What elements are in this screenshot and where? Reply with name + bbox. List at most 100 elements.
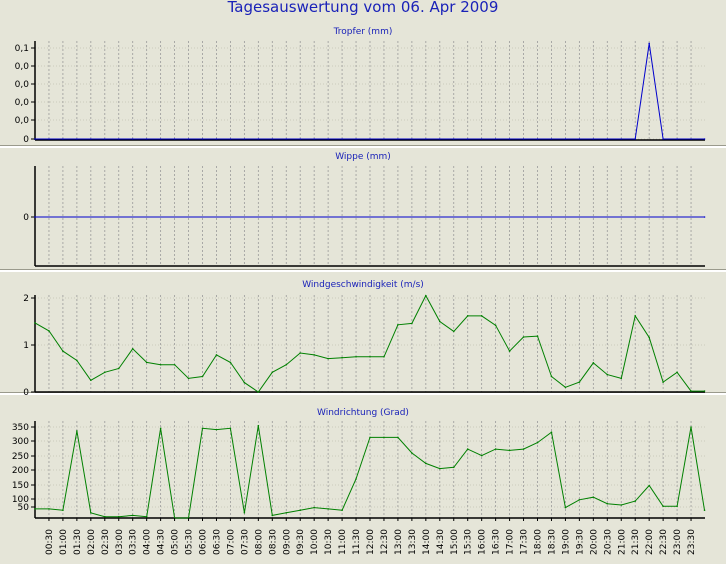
x-tick-label: 11:00 — [338, 529, 348, 555]
data-point — [466, 315, 469, 317]
data-point — [452, 138, 455, 140]
x-tick-label: 06:00 — [199, 529, 209, 555]
data-point — [48, 138, 50, 140]
data-point — [327, 508, 329, 510]
data-point — [285, 363, 288, 366]
data-point — [550, 375, 553, 378]
data-point — [299, 509, 302, 512]
data-point — [606, 373, 609, 376]
data-point — [369, 436, 371, 439]
x-tick-label: 16:30 — [492, 529, 502, 555]
data-point — [215, 138, 218, 140]
data-point — [703, 216, 706, 218]
data-point — [494, 448, 497, 450]
data-point — [76, 138, 78, 140]
chart-panel-3: Windgeschwindigkeit (m/s) 2 1 0 — [23, 280, 706, 398]
y-tick-label: 0,1 — [15, 44, 29, 54]
chart-title: Windrichtung (Grad) — [317, 408, 409, 418]
data-point — [592, 496, 595, 499]
data-point — [397, 436, 399, 439]
chart-title: Tropfer (mm) — [333, 27, 393, 37]
x-tick-label: 12:00 — [366, 529, 376, 555]
x-tick-label: 13:30 — [408, 529, 418, 555]
data-point — [243, 512, 246, 514]
x-tick-label: 18:30 — [547, 529, 557, 555]
data-point — [397, 138, 399, 140]
data-point — [634, 138, 637, 140]
y-tick-label: 250 — [12, 452, 29, 462]
x-tick-label: 02:30 — [101, 529, 111, 555]
data-point — [508, 449, 511, 452]
data-point — [201, 375, 204, 378]
data-point — [606, 502, 609, 505]
data-point — [648, 484, 650, 487]
data-point — [327, 138, 329, 140]
data-point — [690, 426, 692, 428]
data-point — [703, 390, 706, 392]
data-point — [564, 386, 567, 389]
x-tick-label: 09:00 — [282, 529, 292, 555]
y-tick-label: 0 — [23, 135, 29, 145]
x-tick-label: 07:30 — [240, 529, 250, 555]
data-point — [76, 430, 78, 432]
x-tick-label: 22:30 — [659, 529, 669, 555]
x-tick-label: 12:30 — [380, 529, 390, 555]
x-tick-label: 19:30 — [575, 529, 585, 555]
data-point — [355, 478, 357, 480]
chart-title: Windgeschwindigkeit (m/s) — [302, 280, 424, 290]
data-point — [271, 138, 274, 140]
data-point — [662, 505, 664, 508]
data-point — [229, 427, 232, 430]
x-tick-label: 18:00 — [534, 529, 544, 555]
data-point — [480, 138, 483, 140]
data-point — [145, 515, 148, 518]
data-point — [648, 336, 650, 339]
data-point — [383, 355, 385, 358]
data-point — [201, 427, 204, 430]
data-point — [606, 138, 609, 140]
data-point — [103, 515, 106, 518]
x-tick-label: 23:30 — [687, 529, 697, 555]
data-point — [341, 138, 343, 140]
data-point — [48, 508, 50, 510]
y-tick-label: 2 — [23, 294, 29, 304]
data-point — [34, 138, 36, 140]
data-point — [215, 428, 218, 431]
data-point — [117, 367, 120, 370]
data-point — [383, 436, 385, 439]
data-point — [34, 216, 36, 218]
x-tick-label: 14:00 — [422, 529, 432, 555]
data-point — [578, 381, 581, 383]
x-tick-label: 14:30 — [436, 529, 446, 555]
data-point — [229, 138, 232, 140]
data-point — [299, 138, 302, 140]
x-tick-label: 06:30 — [212, 529, 222, 555]
data-point — [159, 363, 162, 366]
y-tick-label: 200 — [12, 466, 29, 476]
x-tick-label: 22:00 — [645, 529, 655, 555]
data-point — [62, 138, 64, 140]
y-tick-label: 0 — [23, 388, 29, 398]
x-tick-label: 08:00 — [254, 529, 264, 555]
data-point — [550, 431, 553, 434]
y-tick-label: 0,0 — [15, 98, 30, 108]
data-point — [466, 448, 469, 450]
data-point — [425, 294, 427, 297]
data-point — [90, 512, 92, 514]
x-tick-label: 04:30 — [157, 529, 167, 555]
data-point — [425, 462, 427, 465]
data-point — [159, 427, 162, 430]
data-point — [34, 322, 36, 324]
data-point — [327, 357, 329, 360]
data-point — [620, 504, 623, 506]
data-point — [34, 508, 36, 510]
data-point — [257, 424, 260, 427]
x-tick-label: 08:30 — [268, 529, 278, 555]
x-tick-label: 03:30 — [129, 529, 139, 555]
x-tick-label: 09:30 — [296, 529, 306, 555]
data-point — [522, 138, 525, 140]
data-point — [536, 441, 539, 444]
data-point — [271, 514, 274, 517]
